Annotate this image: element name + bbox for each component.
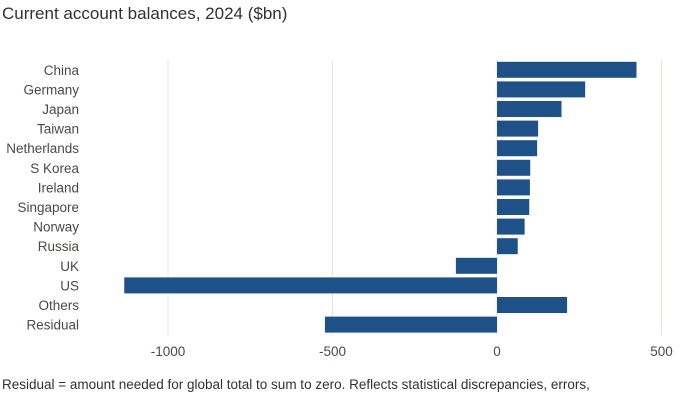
bar: [497, 81, 586, 98]
category-label: Netherlands: [6, 141, 79, 156]
category-label: Ireland: [38, 180, 79, 195]
x-tick-label: 0: [493, 344, 501, 359]
bars: [124, 61, 637, 333]
category-label: Taiwan: [37, 122, 79, 137]
bar: [497, 199, 530, 215]
category-labels: China Germany Japan Taiwan Netherlands S Kore…: [6, 63, 79, 333]
bar: [497, 61, 637, 78]
category-label: Japan: [42, 102, 79, 117]
bar: [497, 238, 518, 255]
grid-lines: [167, 60, 662, 335]
category-label: S Korea: [30, 161, 79, 176]
bar: [497, 159, 531, 176]
footnote: Residual = amount needed for global tota…: [2, 377, 590, 392]
bar: [497, 140, 538, 157]
bar: [497, 218, 525, 235]
chart-title: Current account balances, 2024 ($bn): [2, 4, 288, 23]
bar: [497, 101, 562, 117]
category-label: Germany: [23, 82, 79, 97]
category-label: Norway: [33, 220, 79, 235]
category-label: China: [44, 63, 80, 78]
bar: [497, 297, 568, 313]
category-label: UK: [60, 259, 79, 274]
bar: [455, 257, 497, 274]
category-label: Russia: [38, 239, 80, 254]
bar: [324, 316, 497, 333]
bar: [497, 179, 530, 196]
x-tick-label: -1000: [151, 344, 186, 359]
category-label: US: [60, 278, 79, 293]
category-label: Residual: [26, 318, 79, 333]
bar: [124, 277, 498, 294]
x-tick-label: 500: [650, 344, 673, 359]
category-label: Others: [38, 298, 79, 313]
bar: [497, 120, 539, 137]
x-tick-label: -500: [319, 344, 346, 359]
bar-chart: China Germany Japan Taiwan Netherlands S Kore…: [6, 60, 673, 359]
category-label: Singapore: [17, 200, 79, 215]
x-tick-labels: -1000 -500 0 500: [151, 344, 673, 359]
